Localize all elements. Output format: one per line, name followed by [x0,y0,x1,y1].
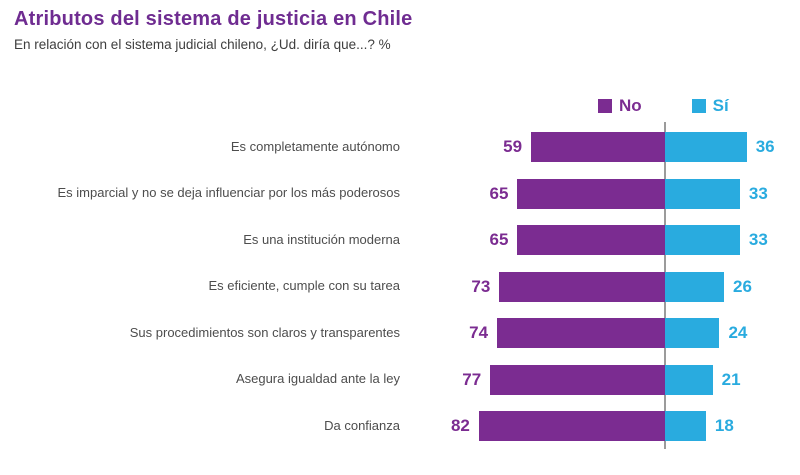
si-bar-area: 24 [665,318,800,349]
no-value-label: 77 [462,369,482,389]
si-bar [665,132,747,163]
si-bar-area: 33 [665,225,800,256]
no-bar-area: 65 [420,178,665,209]
page-title: Atributos del sistema de justicia en Chi… [14,8,413,30]
legend-item-no: No [598,96,642,116]
no-bar-area: 77 [420,364,665,395]
si-value-label: 33 [748,183,768,203]
si-bar-area: 36 [665,132,800,163]
page-subtitle: En relación con el sistema judicial chil… [14,37,391,52]
chart-header: Atributos del sistema de justicia en Chi… [14,8,790,52]
no-value-label: 73 [471,276,491,296]
no-value-label: 65 [489,230,509,250]
chart-row: Sus procedimientos son claros y transpar… [0,310,800,357]
no-bar [517,225,665,256]
legend-item-si: Sí [691,96,729,116]
legend-label-no: No [619,96,642,115]
no-value-label: 65 [489,183,509,203]
no-value-label: 59 [503,137,523,157]
no-bar [490,364,665,395]
chart-row: Es una institución moderna 65 33 [0,217,800,264]
si-value-label: 36 [755,137,775,157]
si-bar [665,364,713,395]
si-bar-area: 21 [665,364,800,395]
no-legend-swatch-icon [598,99,612,113]
si-bar [665,178,740,209]
chart-row: Es completamente autónomo 59 36 [0,124,800,171]
category-label: Da confianza [324,417,400,433]
no-bar-area: 82 [420,411,665,442]
no-bar-area: 65 [420,225,665,256]
si-bar-area: 33 [665,178,800,209]
no-bar-area: 59 [420,132,665,163]
si-bar-area: 26 [665,271,800,302]
no-bar [531,132,665,163]
si-legend-swatch-icon [691,99,706,113]
category-label: Es imparcial y no se deja influenciar po… [57,185,400,201]
no-bar-area: 73 [420,271,665,302]
no-value-label: 82 [450,416,470,436]
category-label: Es una institución moderna [243,231,400,247]
category-label: Sus procedimientos son claros y transpar… [129,324,400,340]
si-value-label: 18 [714,416,734,436]
si-bar [665,411,706,442]
chart-row: Da confianza 82 18 [0,403,800,450]
chart-rows: Es completamente autónomo 59 36 Es imparcia… [0,124,800,450]
si-bar [665,225,740,256]
no-value-label: 74 [469,323,489,343]
no-bar [497,318,665,349]
chart-row: Es imparcial y no se deja influenciar po… [0,171,800,218]
si-bar-area: 18 [665,411,800,442]
chart-row: Asegura igualdad ante la ley 77 21 [0,357,800,404]
si-bar [665,318,720,349]
si-value-label: 21 [721,369,741,389]
category-label: Asegura igualdad ante la ley [235,371,400,387]
category-label: Es completamente autónomo [230,138,400,154]
no-bar-area: 74 [420,318,665,349]
category-label: Es eficiente, cumple con su tarea [208,278,401,294]
legend-label-si: Sí [712,96,729,115]
si-bar [665,271,725,302]
si-value-label: 33 [748,230,768,250]
si-value-label: 26 [733,276,752,296]
si-value-label: 24 [728,323,748,343]
no-bar [478,411,665,442]
no-bar [517,178,665,209]
no-bar [499,271,665,302]
chart-row: Es eficiente, cumple con su tarea 73 26 [0,264,800,311]
chart-legend: No Sí [598,96,729,116]
